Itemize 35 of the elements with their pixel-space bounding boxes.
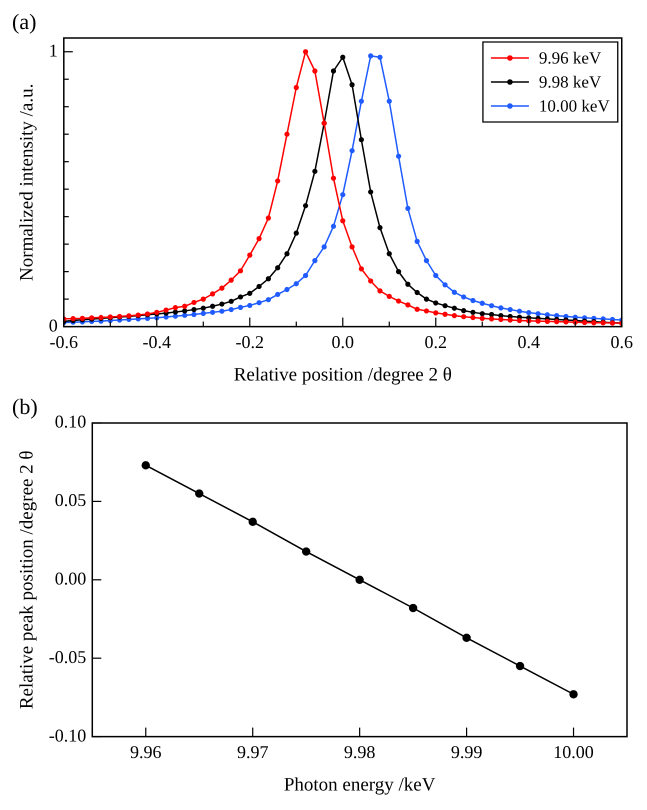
point <box>142 461 150 470</box>
y-tick-label: 0.00 <box>54 568 86 589</box>
point <box>302 547 310 556</box>
y-tick-label: 1 <box>48 40 58 60</box>
y-axis-title: Relative peak position /degree 2 θ <box>16 450 38 710</box>
y-tick-label: -0.10 <box>48 725 86 746</box>
x-tick-label: 9.98 <box>344 742 376 762</box>
x-tick-label: 9.96 <box>130 742 162 762</box>
y-tick-label: -0.05 <box>48 646 86 667</box>
x-tick-label: 0.4 <box>518 332 540 352</box>
x-tick-label: 0.0 <box>332 332 354 352</box>
x-tick-label: -0.2 <box>236 332 264 352</box>
legend-label: 9.96 keV <box>538 48 602 68</box>
legend-label: 9.98 keV <box>538 72 602 92</box>
x-tick-label: 9.97 <box>236 742 268 762</box>
point <box>408 604 418 612</box>
y-axis-title: Normalized intensity /a.u. <box>16 84 38 281</box>
chart-title: (a) <box>12 8 36 34</box>
point <box>248 518 257 526</box>
x-tick-label: 10.00 <box>553 742 594 762</box>
x-tick-label: 0.2 <box>424 332 448 352</box>
legend-label: 10.00 keV <box>538 96 610 116</box>
x-tick-label: -0.4 <box>142 332 172 352</box>
point <box>195 489 204 498</box>
y-tick-label: 0.10 <box>54 412 86 432</box>
point <box>569 690 578 698</box>
x-tick-label: 9.99 <box>450 742 482 762</box>
x-axis-title: Relative position /degree 2 θ <box>234 364 452 386</box>
y-tick-label: 0.05 <box>54 490 86 510</box>
point <box>516 662 524 670</box>
x-axis-title: Photon energy /keV <box>284 774 436 796</box>
x-tick-label: 0.6 <box>610 332 633 352</box>
point <box>355 576 364 584</box>
point <box>462 634 471 642</box>
chart-title: (b) <box>12 394 38 419</box>
